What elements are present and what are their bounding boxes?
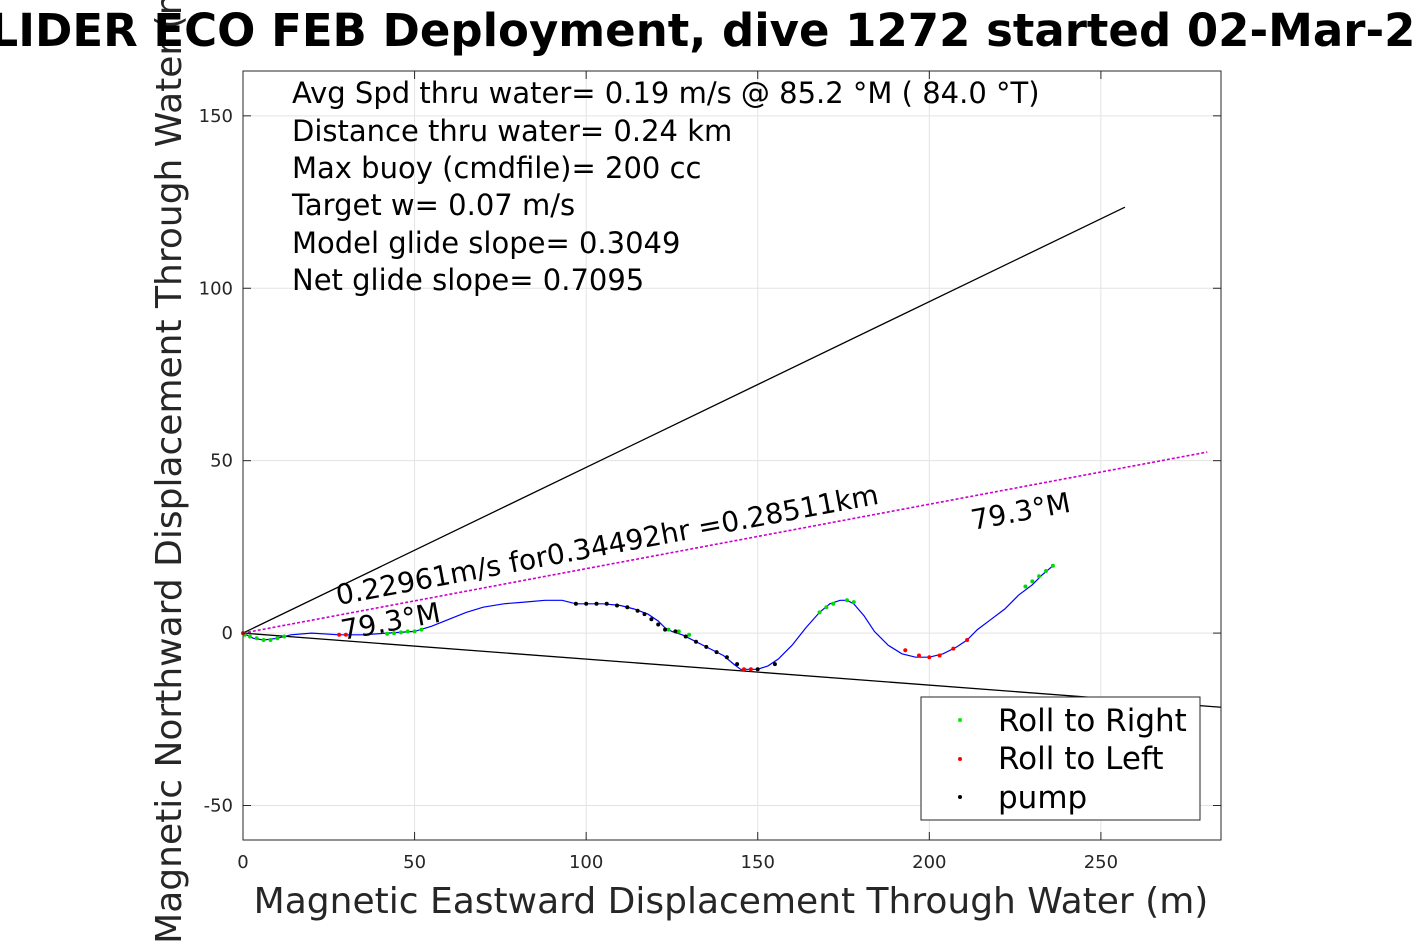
legend-label: Roll to Left: [998, 741, 1164, 777]
roll-left-point: [937, 653, 942, 658]
roll-left-point: [748, 667, 753, 672]
roll-right-point: [282, 634, 287, 639]
roll-right-point: [254, 636, 259, 641]
pump-point: [724, 655, 729, 660]
pump-point: [704, 644, 709, 649]
pump-point: [656, 622, 661, 627]
roll-right-point: [1023, 584, 1028, 589]
info-line: Net glide slope= 0.7095: [292, 263, 644, 297]
legend-label: Roll to Right: [998, 703, 1187, 739]
chart-title: GLIDER ECO FEB Deployment, dive 1272 sta…: [0, 4, 1417, 57]
info-line: Avg Spd thru water= 0.19 m/s @ 85.2 °M (…: [292, 76, 1040, 110]
roll-right-point: [1030, 579, 1035, 584]
roll-right-point: [817, 610, 822, 615]
roll-right-point: [1037, 574, 1042, 579]
roll-left-point: [917, 653, 921, 658]
legend-marker-roll-left: [958, 757, 962, 761]
roll-right-point: [247, 634, 252, 639]
y-tick-label: 100: [199, 278, 233, 299]
roll-right-point: [268, 638, 273, 642]
pump-point: [735, 662, 740, 667]
pump-point: [615, 603, 619, 608]
y-tick-label: 150: [199, 106, 233, 127]
pump-point: [604, 601, 609, 606]
pump-point: [584, 601, 589, 606]
axis-ticks: 0 50 100 150 200 250 -50 0 50 100 150: [199, 71, 1221, 873]
legend-label: pump: [998, 780, 1087, 816]
legend-box: [920, 696, 1201, 821]
pump-point: [755, 667, 760, 672]
x-axis-label: Magnetic Eastward Displacement Through W…: [254, 881, 1209, 922]
pump-point: [573, 601, 578, 606]
pump-point: [625, 605, 630, 610]
roll-right-point: [1050, 563, 1055, 568]
pump-point: [642, 612, 647, 617]
speed-annotation: 0.22961m/s for0.34492hr =0.28511km: [333, 478, 881, 612]
info-line: Model glide slope= 0.3049: [292, 226, 680, 260]
roll-right-point: [392, 631, 396, 636]
heading-end-annotation: 79.3°M: [968, 486, 1073, 537]
x-tick-label: 200: [912, 852, 946, 873]
roll-left-point: [337, 632, 342, 637]
info-line: Distance thru water= 0.24 km: [292, 114, 732, 148]
roll-left-point: [903, 648, 908, 653]
pump-point: [635, 608, 640, 613]
x-tick-label: 150: [741, 852, 775, 873]
roll-right-point: [385, 631, 390, 636]
roll-left-point: [951, 646, 956, 651]
roll-right-point: [405, 629, 410, 634]
grid-lines: [242, 71, 1221, 840]
roll-right-point: [275, 636, 280, 641]
lower-bound-line: [242, 632, 1222, 708]
legend-marker-roll-right: [958, 718, 962, 722]
y-tick-label: 50: [210, 451, 233, 472]
roll-left-point: [927, 655, 932, 660]
roll-right-point: [831, 601, 836, 606]
roll-left-point: [965, 638, 970, 642]
roll-right-point: [851, 600, 856, 605]
y-tick-label: -50: [204, 796, 233, 817]
pump-point: [714, 650, 719, 655]
reference-lines: [242, 206, 1222, 708]
roll-right-point: [676, 629, 681, 634]
plot-frame: [242, 70, 1222, 841]
pump-point: [683, 634, 688, 639]
roll-right-point: [398, 630, 403, 635]
roll-left-point: [343, 632, 348, 637]
roll-right-point: [845, 598, 849, 603]
x-tick-label: 50: [403, 852, 426, 873]
roll-right-point: [1044, 569, 1048, 573]
pump-point: [649, 617, 654, 622]
roll-right-point: [687, 632, 692, 637]
pump-point: [663, 627, 668, 632]
roll-left-point: [742, 667, 746, 672]
upper-bound-line: [242, 206, 1126, 634]
y-axis-label: Magnetic Northward Displacement Through …: [149, 0, 190, 944]
average-heading-line: [242, 451, 1208, 634]
y-tick-label: 0: [222, 623, 233, 644]
roll-right-point: [666, 627, 671, 632]
x-tick-label: 250: [1084, 852, 1118, 873]
roll-right-point: [412, 629, 417, 634]
x-tick-label: 0: [237, 852, 248, 873]
pump-point: [694, 639, 698, 644]
roll-right-point: [261, 638, 266, 642]
pump-point: [772, 662, 777, 667]
pump-point: [594, 601, 599, 606]
x-tick-label: 100: [569, 852, 603, 873]
legend-marker-pump: [958, 795, 962, 799]
roll-right-point: [824, 605, 829, 610]
info-line: Max buoy (cmdfile)= 200 cc: [292, 151, 701, 185]
roll-right-point: [419, 627, 424, 632]
marker-points: [241, 563, 1055, 672]
legend: Roll to Right Roll to Left pump: [920, 696, 1201, 821]
pump-point: [673, 629, 678, 634]
info-line: Target w= 0.07 m/s: [291, 188, 575, 222]
